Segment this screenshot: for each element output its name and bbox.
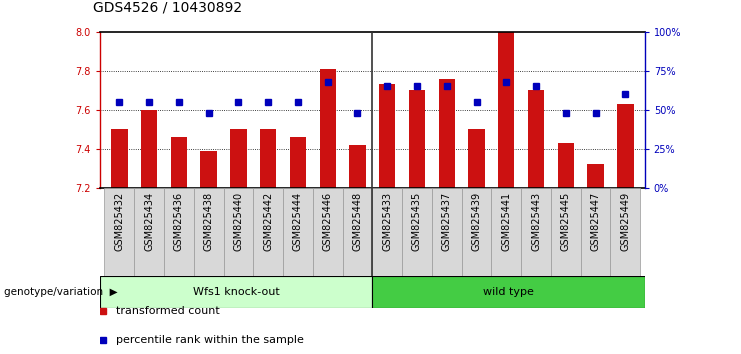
Bar [342, 188, 373, 276]
Bar [194, 188, 224, 276]
Bar [319, 69, 336, 188]
Bar [230, 129, 247, 188]
Bar [313, 188, 342, 276]
Bar [432, 188, 462, 276]
Text: GSM825432: GSM825432 [114, 192, 124, 251]
Bar [283, 188, 313, 276]
Text: GSM825440: GSM825440 [233, 192, 244, 251]
Bar [111, 129, 127, 188]
Text: GSM825443: GSM825443 [531, 192, 541, 251]
Bar [528, 90, 544, 188]
Bar [141, 110, 157, 188]
Bar [104, 188, 134, 276]
Text: GSM825439: GSM825439 [471, 192, 482, 251]
Bar [402, 188, 432, 276]
Text: GSM825446: GSM825446 [323, 192, 333, 251]
Text: GSM825435: GSM825435 [412, 192, 422, 251]
Bar [260, 129, 276, 188]
Text: GSM825438: GSM825438 [204, 192, 213, 251]
Bar [521, 188, 551, 276]
Bar [290, 137, 306, 188]
Text: GSM825448: GSM825448 [353, 192, 362, 251]
Text: GDS4526 / 10430892: GDS4526 / 10430892 [93, 0, 242, 14]
Text: GSM825441: GSM825441 [501, 192, 511, 251]
Bar [379, 84, 396, 188]
Bar [491, 188, 521, 276]
Text: GSM825436: GSM825436 [174, 192, 184, 251]
Bar [164, 188, 194, 276]
Bar [224, 188, 253, 276]
Bar [558, 143, 574, 188]
Text: GSM825442: GSM825442 [263, 192, 273, 251]
Bar [373, 188, 402, 276]
Bar [551, 188, 581, 276]
Text: GSM825434: GSM825434 [144, 192, 154, 251]
Bar [611, 188, 640, 276]
Text: GSM825449: GSM825449 [620, 192, 631, 251]
Bar [170, 137, 187, 188]
Text: genotype/variation  ▶: genotype/variation ▶ [4, 287, 117, 297]
Text: percentile rank within the sample: percentile rank within the sample [116, 335, 305, 345]
Bar [100, 276, 373, 308]
Text: GSM825444: GSM825444 [293, 192, 303, 251]
Bar [253, 188, 283, 276]
Bar [349, 145, 365, 188]
Bar [588, 164, 604, 188]
Bar [439, 79, 455, 188]
Bar [498, 32, 514, 188]
Text: GSM825445: GSM825445 [561, 192, 571, 251]
Text: wild type: wild type [483, 287, 534, 297]
Bar [468, 129, 485, 188]
Text: transformed count: transformed count [116, 306, 220, 316]
Text: GSM825447: GSM825447 [591, 192, 600, 251]
Bar [617, 104, 634, 188]
Text: Wfs1 knock-out: Wfs1 knock-out [193, 287, 279, 297]
Bar [409, 90, 425, 188]
Bar [462, 188, 491, 276]
Bar [581, 188, 611, 276]
Text: GSM825437: GSM825437 [442, 192, 452, 251]
Bar [373, 276, 645, 308]
Text: GSM825433: GSM825433 [382, 192, 392, 251]
Bar [201, 151, 217, 188]
Bar [134, 188, 164, 276]
